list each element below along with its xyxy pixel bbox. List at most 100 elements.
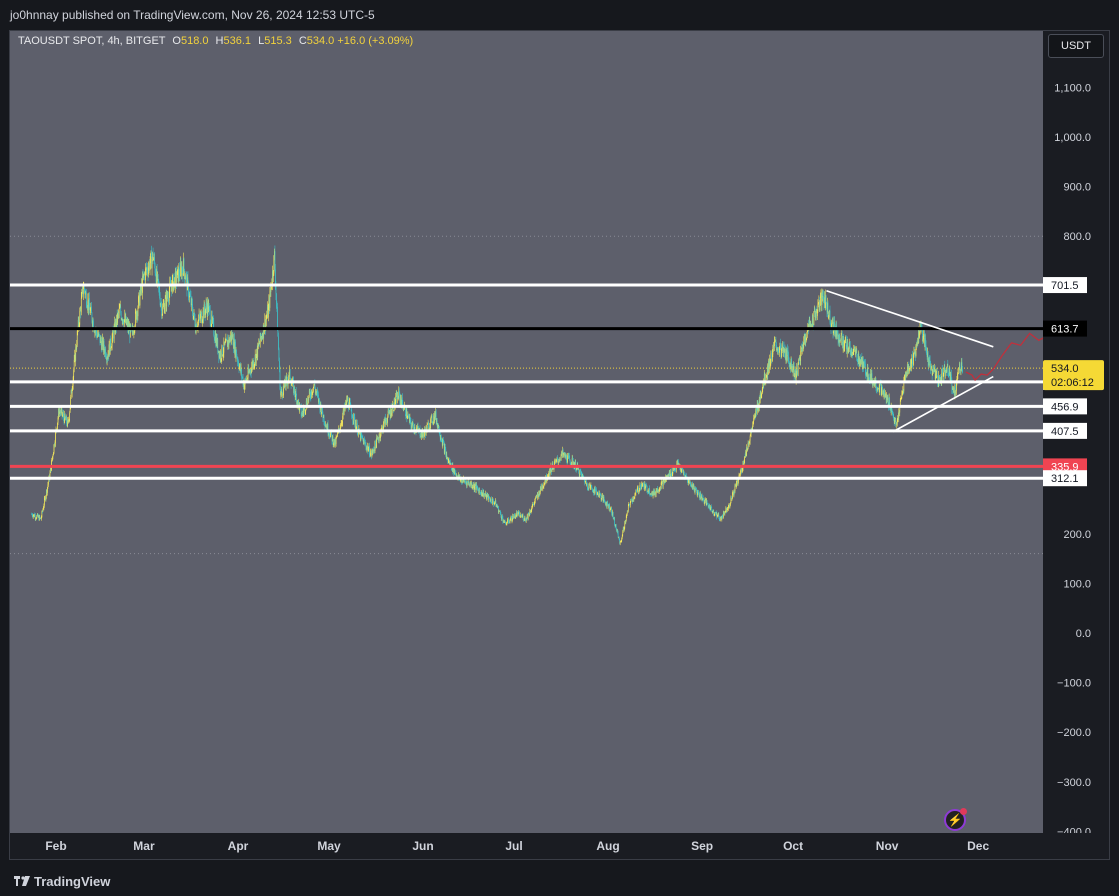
candle-body	[690, 486, 692, 488]
candle-body	[283, 385, 285, 387]
candle-body	[277, 330, 279, 337]
candle-body	[645, 484, 646, 489]
candle-body	[908, 365, 910, 372]
candle-body	[329, 433, 330, 436]
candle-body	[310, 396, 312, 398]
candle-body	[626, 510, 628, 514]
candle-body	[926, 353, 928, 358]
candle-body	[666, 475, 668, 478]
candle-body	[800, 348, 802, 351]
candle-body	[647, 491, 649, 493]
candle-body	[562, 450, 564, 455]
candle-body	[892, 415, 894, 417]
candle-body	[47, 487, 48, 493]
candle-body	[148, 262, 150, 268]
plot-area[interactable]	[10, 31, 1043, 833]
candle-body	[106, 357, 107, 361]
candle-body	[739, 474, 740, 476]
candle-body	[210, 323, 212, 326]
candle-body	[842, 335, 844, 348]
candle-body	[780, 342, 781, 349]
price-chart[interactable]	[10, 31, 1043, 833]
candle-body	[157, 274, 159, 280]
candle-body	[69, 406, 71, 413]
candle-body	[540, 489, 542, 491]
candle-body	[632, 497, 634, 500]
candle-body	[317, 391, 318, 394]
candle-body	[451, 468, 453, 471]
candle-body	[876, 387, 877, 389]
candle-body	[44, 498, 45, 506]
candle-body	[587, 488, 589, 490]
candle-body	[496, 504, 498, 507]
candle-body	[915, 345, 917, 356]
candle-body	[215, 336, 217, 346]
candle-body	[174, 277, 176, 289]
candle-body	[67, 419, 68, 426]
candle-body	[777, 348, 779, 351]
candle-body	[64, 413, 66, 418]
candle-body	[737, 478, 738, 485]
candle-body	[407, 418, 408, 420]
high-value: 536.1	[223, 35, 252, 47]
candle-body	[506, 523, 507, 525]
candle-body	[80, 308, 82, 313]
candle-body	[625, 516, 627, 521]
footer-brand[interactable]: TradingView	[0, 866, 1119, 896]
candle-body	[218, 352, 220, 358]
candle-body	[472, 487, 474, 489]
candle-body	[182, 270, 184, 276]
candle-body	[335, 437, 337, 445]
candle-body	[398, 389, 400, 393]
candle-body	[99, 334, 101, 343]
candle-body	[700, 492, 701, 499]
candle-body	[710, 506, 712, 511]
candle-body	[853, 346, 855, 350]
candle-body	[504, 520, 506, 522]
candle-body	[509, 522, 510, 524]
candle-body	[668, 472, 670, 477]
price-axis[interactable]: 1,100.0 1,000.0 900.0 800.0 200.0 100.0 0.0 −10…	[1043, 31, 1109, 833]
candle-body	[108, 354, 109, 357]
candle-body	[293, 386, 295, 393]
symbol-info[interactable]: TAOUSDT SPOT, 4h, BITGET	[18, 35, 166, 47]
candle-body	[650, 493, 651, 495]
candle-body	[885, 394, 886, 396]
candle-body	[810, 325, 812, 327]
lightning-icon[interactable]: ⚡	[944, 808, 967, 831]
candle-body	[615, 524, 617, 529]
candle-body	[285, 385, 286, 387]
candle-body	[709, 504, 711, 509]
candle-body	[755, 410, 757, 412]
candle-body	[845, 340, 847, 347]
candle-body	[929, 357, 930, 361]
candle-body	[772, 346, 774, 355]
candle-body	[672, 468, 674, 471]
candle-body	[646, 486, 648, 492]
candle-body	[687, 480, 689, 483]
candle-body	[33, 514, 35, 517]
candle-body	[514, 515, 516, 519]
candle-body	[447, 457, 449, 462]
candle-body	[660, 487, 661, 489]
candle-body	[650, 493, 652, 495]
candle-body	[484, 494, 486, 496]
candle-body	[117, 313, 119, 323]
candle-body	[82, 287, 84, 295]
currency-button[interactable]: USDT	[1048, 34, 1104, 58]
candle-body	[75, 347, 77, 349]
candle-body	[881, 385, 882, 395]
candle-body	[785, 348, 787, 360]
candle-body	[444, 446, 446, 453]
candle-body	[615, 524, 616, 527]
candle-body	[410, 417, 411, 421]
candle-body	[928, 357, 930, 366]
candle-body	[655, 490, 657, 495]
candle-body	[944, 370, 946, 376]
candle-body	[189, 293, 191, 296]
candle-body	[31, 514, 33, 516]
candle-body	[730, 497, 732, 504]
candle-body	[941, 368, 943, 382]
candle-body	[163, 304, 165, 313]
time-axis[interactable]: Feb Mar Apr May Jun Jul Aug Sep Oct Nov Dec	[10, 833, 1109, 859]
